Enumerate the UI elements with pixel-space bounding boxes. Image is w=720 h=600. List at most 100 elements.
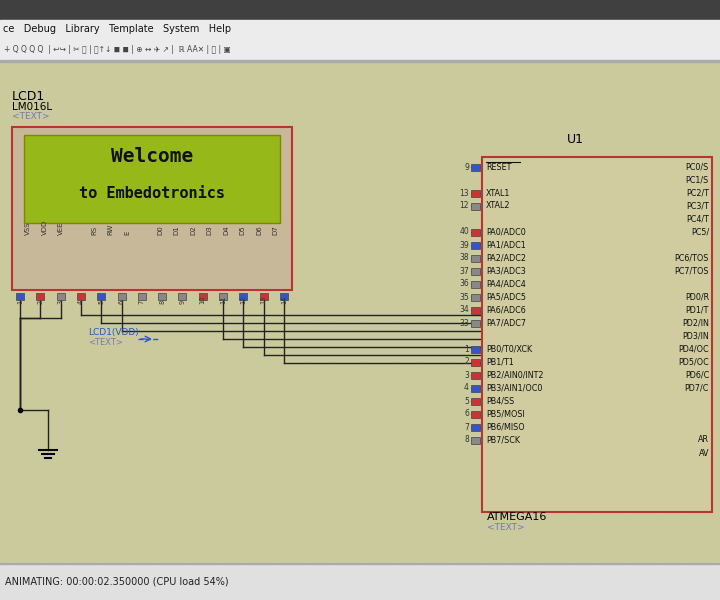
- Text: 33: 33: [459, 319, 469, 328]
- Text: 3: 3: [58, 300, 63, 304]
- Text: 1: 1: [464, 344, 469, 353]
- Text: PC4/T: PC4/T: [686, 214, 709, 223]
- Text: 39: 39: [459, 241, 469, 250]
- Text: 7: 7: [139, 300, 145, 304]
- Bar: [24, 135, 280, 223]
- Text: PC2/T: PC2/T: [686, 188, 709, 197]
- Bar: [77, 293, 85, 300]
- Text: PB7/SCK: PB7/SCK: [486, 436, 520, 445]
- Text: 11: 11: [220, 296, 226, 304]
- Text: PB6/MISO: PB6/MISO: [486, 422, 525, 431]
- Bar: [471, 319, 480, 326]
- Bar: [0, 60, 720, 61]
- Text: PA2/ADC2: PA2/ADC2: [486, 253, 526, 263]
- Text: 3: 3: [464, 370, 469, 379]
- Bar: [471, 307, 480, 313]
- Text: 9: 9: [179, 300, 186, 304]
- Bar: [471, 346, 480, 352]
- Text: RS: RS: [91, 226, 97, 235]
- Text: PA5/ADC5: PA5/ADC5: [486, 292, 526, 301]
- Text: 13: 13: [459, 188, 469, 197]
- Text: 35: 35: [459, 292, 469, 301]
- Bar: [0, 38, 720, 60]
- Text: 1: 1: [17, 300, 23, 304]
- Text: PB5/MOSI: PB5/MOSI: [486, 409, 525, 419]
- Text: 6: 6: [119, 300, 125, 304]
- Bar: [158, 293, 166, 300]
- Text: LCD1: LCD1: [12, 90, 45, 103]
- Text: LM016L: LM016L: [12, 102, 52, 112]
- Text: AV: AV: [698, 449, 709, 457]
- Text: <TEXT>: <TEXT>: [12, 112, 50, 121]
- Bar: [199, 293, 207, 300]
- Text: 38: 38: [459, 253, 469, 263]
- Bar: [280, 293, 288, 300]
- Text: 8: 8: [159, 300, 165, 304]
- Bar: [471, 190, 480, 196]
- Text: 2: 2: [37, 300, 43, 304]
- Text: 37: 37: [459, 266, 469, 275]
- Text: XTAL1: XTAL1: [486, 188, 510, 197]
- Bar: [471, 229, 480, 235]
- Bar: [471, 371, 480, 379]
- Bar: [471, 241, 480, 248]
- Text: PB4/SS: PB4/SS: [486, 397, 514, 406]
- Text: PA1/ADC1: PA1/ADC1: [486, 241, 526, 250]
- Text: 12: 12: [240, 296, 246, 304]
- Bar: [471, 202, 480, 209]
- Text: LCD1(VDD): LCD1(VDD): [88, 328, 139, 337]
- Text: 34: 34: [459, 305, 469, 314]
- Text: 2: 2: [464, 358, 469, 367]
- Text: PC1/S: PC1/S: [685, 175, 709, 185]
- Text: XTAL2: XTAL2: [486, 202, 510, 211]
- Text: D1: D1: [174, 225, 180, 235]
- Bar: [16, 293, 24, 300]
- Text: 4: 4: [464, 383, 469, 392]
- Text: PC0/S: PC0/S: [685, 163, 709, 172]
- Bar: [0, 61, 720, 563]
- Text: PD3/IN: PD3/IN: [683, 331, 709, 340]
- Bar: [471, 163, 480, 170]
- Text: 8: 8: [464, 436, 469, 445]
- Text: E: E: [125, 230, 130, 235]
- Text: PB2/AIN0/INT2: PB2/AIN0/INT2: [486, 370, 544, 379]
- Text: <TEXT>: <TEXT>: [487, 523, 525, 532]
- Bar: [239, 293, 248, 300]
- Text: ANIMATING: 00:00:02.350000 (CPU load 54%): ANIMATING: 00:00:02.350000 (CPU load 54%…: [5, 576, 229, 586]
- Text: 13: 13: [261, 296, 266, 304]
- Text: PD4/OC: PD4/OC: [678, 344, 709, 353]
- Text: VEE: VEE: [58, 221, 64, 235]
- Text: PA7/ADC7: PA7/ADC7: [486, 319, 526, 328]
- Bar: [471, 268, 480, 275]
- Bar: [0, 563, 720, 564]
- Text: 9: 9: [464, 163, 469, 172]
- Bar: [471, 254, 480, 262]
- Text: 12: 12: [459, 202, 469, 211]
- Text: PC5/: PC5/: [690, 227, 709, 236]
- Text: PD5/OC: PD5/OC: [678, 358, 709, 367]
- Text: 14: 14: [281, 296, 287, 304]
- Text: PD1/T: PD1/T: [685, 305, 709, 314]
- Bar: [57, 293, 65, 300]
- Text: PC3/T: PC3/T: [686, 202, 709, 211]
- Text: D7: D7: [273, 225, 279, 235]
- Bar: [471, 280, 480, 287]
- Text: PA0/ADC0: PA0/ADC0: [486, 227, 526, 236]
- Text: 6: 6: [464, 409, 469, 419]
- Text: PD6/C: PD6/C: [685, 370, 709, 379]
- Text: D5: D5: [240, 226, 246, 235]
- Text: PA6/ADC6: PA6/ADC6: [486, 305, 526, 314]
- Text: 4: 4: [78, 300, 84, 304]
- Bar: [471, 410, 480, 418]
- Bar: [0, 20, 720, 38]
- Bar: [97, 293, 105, 300]
- Text: 36: 36: [459, 280, 469, 289]
- Text: D6: D6: [256, 225, 262, 235]
- Text: ce   Debug   Library   Template   System   Help: ce Debug Library Template System Help: [3, 24, 231, 34]
- Text: PD7/C: PD7/C: [685, 383, 709, 392]
- Bar: [0, 0, 720, 20]
- Text: VDD: VDD: [42, 220, 48, 235]
- Text: AR: AR: [698, 436, 709, 445]
- Bar: [471, 437, 480, 443]
- Text: 5: 5: [98, 300, 104, 304]
